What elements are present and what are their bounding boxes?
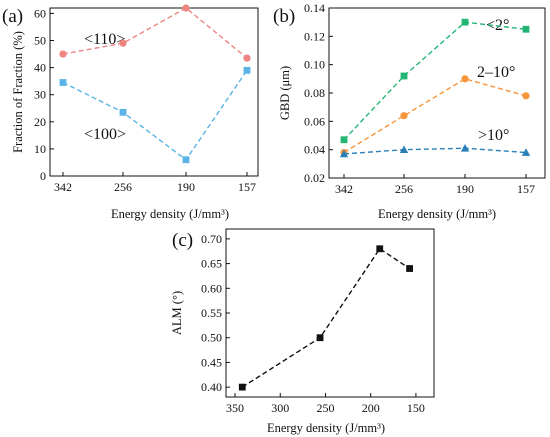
panel-a-series-1-point [59,79,67,86]
panel-c-ticks: 0.40 0.45 0.50 0.55 0.60 0.65 0.70 350 300 250 200… [201,232,425,415]
panel-b-series-2-point [339,149,349,158]
panel-a-ytick-label: 0 [40,169,46,183]
panel-a-series-label-100: <100> [84,126,126,143]
panel-b-ytick-label: 0.06 [304,114,325,128]
panel-a-ytick-label: 10 [34,142,46,156]
panel-b-xtick-label: 190 [456,182,474,196]
panel-b-series-2-point [521,148,531,156]
panel-c-xtick-label: 200 [362,401,380,415]
panel-c-xtick-label: 350 [226,401,244,415]
panel-b-ylabel: GBD (μm) [278,66,292,120]
panel-b-ytick-label: 0.04 [304,143,325,157]
panel-b-ytick-label: 0.02 [304,171,325,185]
panel-a-xtick-label: 157 [238,180,256,194]
panel-c-xtick-label: 300 [271,401,289,415]
panel-c-series-0-point [238,383,246,391]
panel-b-marks [339,18,531,158]
panel-c-frame [225,228,435,398]
panel-c-series-0-point [406,265,413,272]
panel-c-ytick-label: 0.70 [201,232,222,246]
panel-c-ytick-label: 0.55 [201,306,222,320]
panel-b-series-label-2to10: 2–10° [477,64,515,81]
panel-c-series-0-point [376,245,384,253]
panel-b-series-0-point [340,136,348,144]
panel-a-xtick-label: 256 [114,180,132,194]
panel-c-series-0-point [316,334,324,342]
panel-a-xtick-label: 190 [177,180,195,194]
panel-b-series-2-point [460,144,470,152]
panel-a-ytick-label: 50 [34,34,46,48]
panel-b: (b) GBD (μm) Energy density (J/mm³) <2° … [273,1,546,221]
panel-a-ylabel: Fraction of Fraction (%) [11,31,25,153]
panel-b-ticks: 0.02 0.04 0.06 0.08 0.10 0.12 0.14 342 256 190 157 [304,1,535,196]
panel-a-ticks: 0 10 20 30 40 50 60 342 256 190 157 [34,6,256,194]
panel-b-tag: (b) [273,6,295,27]
panel-a-series-0-point [119,39,127,47]
panel-a-xlabel: Energy density (J/mm³) [111,207,229,221]
panel-c-ytick-label: 0.65 [201,257,222,271]
panel-b-series-1-point [461,75,469,83]
panel-a-xtick-label: 342 [54,180,72,194]
panel-b-xlabel: Energy density (J/mm³) [378,207,496,221]
panel-b-series-label-gt10: >10° [478,127,509,144]
panel-a-series-line-1 [62,69,248,161]
panel-a-series-label-110: <110> [84,31,125,48]
panel-c: (c) ALM (°) Energy density (J/mm³) 0.400… [170,228,435,435]
panel-c-ytick-label: 0.40 [201,380,222,394]
panel-c-tag: (c) [172,230,193,251]
panel-c-ytick-label: 0.50 [201,331,222,345]
panel-b-series-1-point [522,92,530,100]
panel-b-series-0-point [461,18,469,26]
panel-a-series-0-point [243,54,251,62]
panel-c-series-line-0 [241,247,410,388]
panel-a-series-line-0 [62,7,248,59]
panel-b-series-line-2 [343,147,527,155]
panel-b-xtick-label: 256 [395,182,413,196]
panel-c-ytick-label: 0.45 [201,355,222,369]
panel-b-series-0-point [400,72,408,80]
panel-a-tag: (a) [2,6,23,27]
panel-c-xtick-label: 150 [407,401,425,415]
panel-c-ylabel: ALM (°) [170,291,184,335]
panel-b-series-line-1 [343,78,527,154]
panel-a-series-0-point [59,50,67,58]
panel-b-xtick-label: 157 [517,182,535,196]
panel-b-series-0-point [522,25,530,33]
panel-b-series-1-point [400,112,408,120]
panel-c-xlabel: Energy density (J/mm³) [267,421,385,435]
panel-a-ytick-label: 40 [34,61,46,75]
panel-b-ytick-label: 0.14 [304,1,325,15]
panel-b-series-line-0 [343,21,527,141]
panel-a-series-1-point [119,108,127,116]
panel-c-marks [238,245,413,391]
panel-a-marks [59,4,251,164]
panel-a-series-1-point [182,156,190,164]
panel-a-series-0-point [182,4,190,12]
panel-a-frame [49,7,259,177]
panel-b-ytick-label: 0.12 [304,29,325,43]
panel-c-xtick-label: 250 [316,401,334,415]
panel-a-ytick-label: 60 [34,6,46,20]
panel-c-ytick-label: 0.60 [201,281,222,295]
panel-a: (a) Fraction of Fraction (%) Energy dens… [2,4,259,221]
panel-a-ytick-label: 20 [34,115,46,129]
panel-a-ytick-label: 30 [34,88,46,102]
panel-b-ytick-label: 0.08 [304,86,325,100]
panel-b-series-2-point [399,145,409,154]
panel-a-series-1-point [243,66,251,74]
panel-b-ytick-label: 0.10 [304,58,325,72]
panel-b-xtick-label: 342 [335,182,353,196]
